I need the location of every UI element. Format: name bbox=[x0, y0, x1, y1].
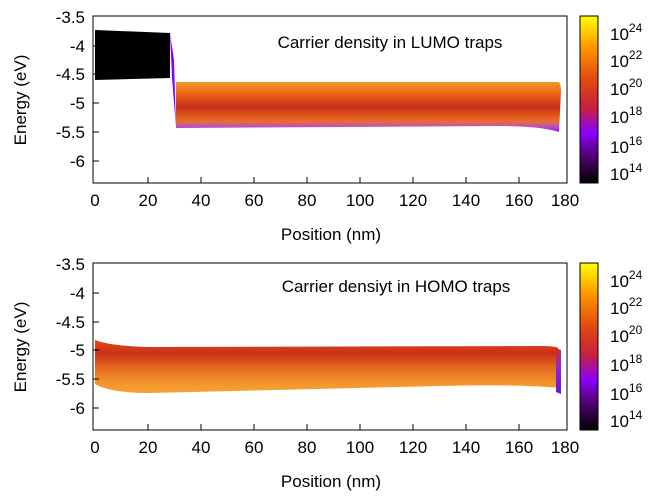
homo-x-tick: 120 bbox=[399, 438, 427, 457]
lumo-colorbar-tick: 1020 bbox=[610, 76, 643, 99]
homo-x-tick: 160 bbox=[505, 438, 533, 457]
lumo-x-tick: 40 bbox=[192, 191, 211, 210]
lumo-y-tick: -4 bbox=[70, 37, 85, 56]
lumo-x-tick: 140 bbox=[452, 191, 480, 210]
lumo-colorbar-tick: 1022 bbox=[610, 48, 643, 71]
panel-lumo: -3.5 -4 -4.5 -5 -5.5 -6 0 20 40 60 80 10… bbox=[11, 8, 643, 244]
homo-colorbar-tick: 1018 bbox=[610, 352, 643, 375]
homo-y-tick: -4 bbox=[70, 284, 85, 303]
lumo-x-tick: 180 bbox=[551, 191, 579, 210]
homo-title: Carrier densiyt in HOMO traps bbox=[282, 277, 511, 296]
lumo-x-tick: 0 bbox=[90, 191, 99, 210]
homo-x-tick: 0 bbox=[90, 438, 99, 457]
lumo-colorbar-tick: 1018 bbox=[610, 104, 643, 127]
lumo-colorbar: 1014 1016 1018 1020 1022 1024 bbox=[579, 15, 643, 184]
homo-region-right-edge bbox=[556, 348, 561, 394]
lumo-plot-frame bbox=[92, 15, 568, 184]
homo-x-tick: 100 bbox=[346, 438, 374, 457]
homo-y-tick: -5.5 bbox=[56, 370, 85, 389]
homo-colorbar-tick: 1022 bbox=[610, 295, 643, 318]
panel-homo: -3.5 -4 -4.5 -5 -5.5 -6 0 20 40 60 80 10… bbox=[11, 255, 643, 491]
homo-y-label: Energy (eV) bbox=[11, 302, 30, 393]
lumo-title: Carrier density in LUMO traps bbox=[278, 33, 503, 52]
homo-x-tick: 180 bbox=[551, 438, 579, 457]
lumo-region-transition bbox=[170, 33, 176, 128]
homo-colorbar-tick: 1020 bbox=[610, 323, 643, 346]
homo-x-tick: 60 bbox=[245, 438, 264, 457]
lumo-colorbar-tick: 1024 bbox=[610, 21, 643, 44]
lumo-x-tick: 120 bbox=[399, 191, 427, 210]
homo-x-tick: 140 bbox=[452, 438, 480, 457]
homo-colorbar-tick: 1014 bbox=[610, 408, 643, 431]
lumo-region-low-density bbox=[95, 30, 170, 80]
homo-y-tick: -6 bbox=[70, 399, 85, 418]
lumo-y-tick: -3.5 bbox=[56, 8, 85, 27]
homo-colorbar-tick: 1016 bbox=[610, 381, 643, 404]
lumo-y-label: Energy (eV) bbox=[11, 55, 30, 146]
lumo-x-tick: 100 bbox=[346, 191, 374, 210]
homo-y-tick: -5 bbox=[70, 341, 85, 360]
homo-colorbar: 1014 1016 1018 1020 1022 1024 bbox=[579, 262, 643, 431]
homo-y-tick: -3.5 bbox=[56, 255, 85, 274]
lumo-colorbar-tick: 1016 bbox=[610, 134, 643, 157]
lumo-y-axis: -3.5 -4 -4.5 -5 -5.5 -6 bbox=[56, 8, 99, 171]
homo-x-tick: 80 bbox=[298, 438, 317, 457]
lumo-y-tick: -6 bbox=[70, 152, 85, 171]
homo-y-axis: -3.5 -4 -4.5 -5 -5.5 -6 bbox=[56, 255, 99, 418]
lumo-x-tick: 160 bbox=[505, 191, 533, 210]
lumo-x-tick: 80 bbox=[298, 191, 317, 210]
homo-x-label: Position (nm) bbox=[281, 472, 381, 491]
lumo-colorbar-tick: 1014 bbox=[610, 161, 643, 184]
homo-y-tick: -4.5 bbox=[56, 313, 85, 332]
homo-x-axis: 0 20 40 60 80 100 120 140 160 180 bbox=[90, 424, 579, 457]
homo-colorbar-gradient bbox=[579, 262, 599, 431]
lumo-y-tick: -5.5 bbox=[56, 123, 85, 142]
lumo-region-main-band bbox=[176, 82, 561, 132]
homo-x-tick: 20 bbox=[139, 438, 158, 457]
lumo-y-tick: -5 bbox=[70, 94, 85, 113]
lumo-x-label: Position (nm) bbox=[281, 225, 381, 244]
lumo-y-tick: -4.5 bbox=[56, 65, 85, 84]
homo-plot-frame bbox=[92, 262, 568, 431]
lumo-x-axis: 0 20 40 60 80 100 120 140 160 180 bbox=[90, 177, 579, 210]
lumo-x-tick: 60 bbox=[245, 191, 264, 210]
homo-x-tick: 40 bbox=[192, 438, 211, 457]
homo-colorbar-tick: 1024 bbox=[610, 268, 643, 291]
lumo-colorbar-gradient bbox=[579, 15, 599, 184]
homo-region-main-band bbox=[95, 340, 560, 393]
lumo-x-tick: 20 bbox=[139, 191, 158, 210]
